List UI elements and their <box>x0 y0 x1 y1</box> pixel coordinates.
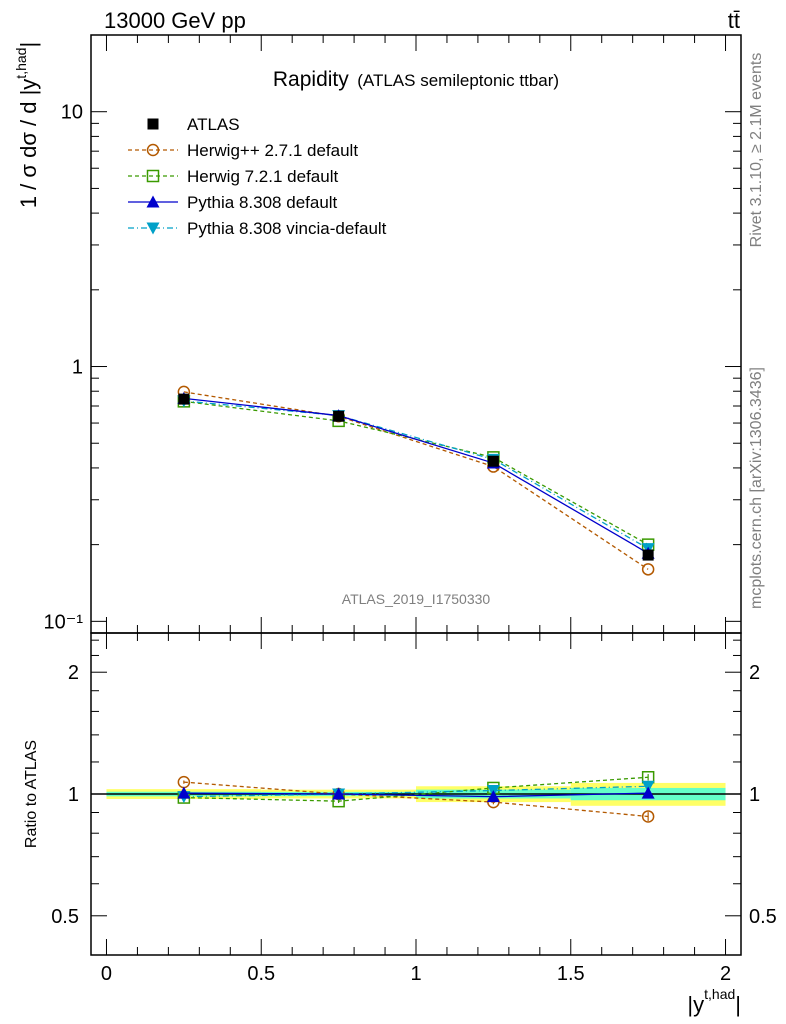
legend: ATLAS Herwig++ 2.7.1 default Herwig 7.2.1 … <box>128 115 387 238</box>
ratio-line-herwig-7-2-1-default <box>183 776 649 802</box>
point-atlas <box>487 455 499 467</box>
ratio-line-pythia-8-308-vincia-default <box>183 785 649 798</box>
x-tick-label: 2 <box>720 963 731 985</box>
x-label-sup: t,had <box>704 986 735 1002</box>
x-tick-label: 0.5 <box>247 963 275 985</box>
x-tick-label: 1.5 <box>557 963 585 985</box>
series-atlas <box>178 393 654 561</box>
legend-label: Herwig++ 2.7.1 default <box>187 141 358 160</box>
x-tick-label: 0 <box>101 963 112 985</box>
main-y-label-prefix: 1 / σ dσ / d |y <box>16 79 41 208</box>
ratio-point-pythia-8-308-default <box>177 786 191 799</box>
point-herwig-2-7-1-default <box>641 563 655 576</box>
point-atlas <box>642 549 654 561</box>
legend-item: Herwig 7.2.1 default <box>128 167 338 186</box>
legend-label: Herwig 7.2.1 default <box>187 167 338 186</box>
plot-title-sub: (ATLAS semileptonic ttbar) <box>357 71 559 90</box>
ratio-line-pythia-8-308-default <box>183 792 649 798</box>
main-y-tick-label: 10⁻¹ <box>44 611 84 633</box>
legend-marker <box>146 169 160 183</box>
plot-title-main: Rapidity <box>273 68 349 91</box>
side-text-mcplots: mcplots.cern.ch [arXiv:1306.3436] <box>748 367 765 609</box>
ratio-point-pythia-8-308-default <box>332 787 346 800</box>
x-tick-label: 1 <box>410 963 421 985</box>
main-y-tick-label: 1 <box>72 357 83 379</box>
tick-labels: 0 0.5 1 1.5 2 10 1 10⁻¹ 2 2 1 1 0.5 0.5 <box>44 102 777 985</box>
x-axis-label: |yt,had| <box>687 986 741 1017</box>
x-label-suffix: | <box>735 992 741 1017</box>
main-y-label-suffix: | <box>16 42 41 48</box>
legend-label: Pythia 8.308 default <box>187 193 338 212</box>
legend-item: Herwig++ 2.7.1 default <box>128 141 358 160</box>
line-pythia-8-308-default <box>183 397 649 554</box>
main-y-tick-label: 10 <box>61 102 83 124</box>
ratio-point-pythia-8-308-default <box>486 790 500 803</box>
line-herwig-7-2-1-default <box>183 400 649 546</box>
legend-marker <box>146 143 160 157</box>
x-label-prefix: |y <box>687 992 704 1017</box>
ratio-y-tick-label-left: 1 <box>68 784 79 806</box>
side-text-rivet: Rivet 3.1.10, ≥ 2.1M events <box>748 53 765 248</box>
legend-marker <box>147 118 159 130</box>
ratio-line-herwig-2-7-1-default <box>183 781 649 818</box>
main-y-axis-label: 1 / σ dσ / d |yt,had| <box>13 42 41 208</box>
ratio-y-axis-label: Ratio to ATLAS <box>23 740 40 848</box>
legend-item: Pythia 8.308 vincia-default <box>128 219 387 238</box>
legend-marker <box>146 195 160 208</box>
legend-item: Pythia 8.308 default <box>128 193 338 212</box>
series-layer <box>177 385 655 823</box>
line-pythia-8-308-vincia-default <box>183 400 649 550</box>
plot-title: Rapidity (ATLAS semileptonic ttbar) <box>273 68 559 91</box>
line-herwig-2-7-1-default <box>183 391 649 570</box>
ratio-y-tick-label-right: 0.5 <box>749 906 777 928</box>
header-left: 13000 GeV pp <box>104 8 246 33</box>
main-y-label-sup: t,had <box>13 48 29 79</box>
header-right: tt̄ <box>728 8 740 33</box>
analysis-id: ATLAS_2019_I1750330 <box>342 591 491 607</box>
ratio-point-pythia-8-308-default <box>641 786 655 799</box>
ratio-y-tick-label-right: 1 <box>749 784 760 806</box>
legend-item: ATLAS <box>147 115 240 134</box>
point-atlas <box>333 410 345 422</box>
ratio-y-tick-label-left: 2 <box>68 662 79 684</box>
ratio-point-herwig-2-7-1-default <box>641 810 655 823</box>
ratio-series-pythia-8-308-default <box>177 786 655 803</box>
ratio-y-tick-label-right: 2 <box>749 662 760 684</box>
point-atlas <box>178 393 190 405</box>
legend-label: Pythia 8.308 vincia-default <box>187 219 387 238</box>
legend-marker <box>146 222 160 235</box>
legend-label: ATLAS <box>187 115 240 134</box>
ratio-plot-frame <box>90 632 742 956</box>
ratio-y-tick-label-left: 0.5 <box>51 906 79 928</box>
tick-marks <box>91 34 741 956</box>
